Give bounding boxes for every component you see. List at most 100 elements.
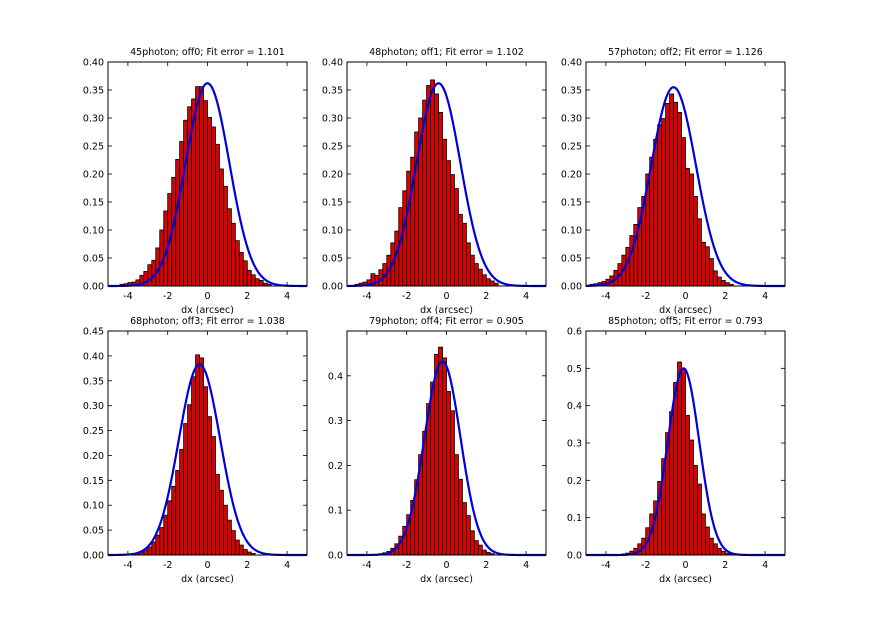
x-tick-label: 4: [762, 291, 768, 302]
histogram-bar: [669, 411, 674, 556]
histogram-bar: [250, 274, 256, 287]
y-tick-label: 0.05: [561, 254, 582, 265]
y-tick-label: 0.10: [322, 226, 343, 237]
x-tick-label: 4: [762, 560, 768, 571]
histogram-bar: [254, 278, 260, 287]
y-tick-label: 0.30: [83, 401, 104, 412]
histogram-bar: [191, 376, 196, 556]
histogram-bar: [183, 423, 188, 556]
histogram-bar: [708, 258, 714, 287]
histogram-bar: [171, 485, 177, 556]
histogram-bar: [211, 436, 216, 556]
subplot-title: 68photon; off3; Fit error = 1.038: [130, 316, 285, 327]
y-tick-label: 0.30: [83, 114, 104, 125]
histogram-bar: [473, 263, 479, 287]
y-tick-label: 0.2: [567, 476, 582, 487]
histogram-bar: [438, 346, 443, 556]
histogram-bar: [219, 489, 224, 556]
y-tick-label: 0.00: [83, 551, 104, 562]
y-tick-label: 0.40: [561, 58, 582, 69]
y-tick-label: 0.25: [83, 142, 104, 153]
histogram-bar: [681, 368, 686, 556]
histogram-bar: [458, 213, 463, 287]
y-tick-label: 0.0: [567, 551, 582, 562]
histogram-bar: [649, 156, 655, 287]
y-tick-label: 0.20: [83, 170, 104, 181]
y-tick-label: 0.2: [328, 461, 343, 472]
x-axis-label: dx (arcsec): [659, 305, 712, 316]
histogram-bar: [481, 549, 487, 556]
y-tick-label: 0.40: [322, 58, 343, 69]
histogram-bar: [402, 190, 408, 287]
y-tick-label: 0.10: [561, 226, 582, 237]
y-tick-label: 0.30: [561, 114, 582, 125]
x-tick-label: 2: [483, 560, 489, 571]
histogram-bar: [657, 124, 663, 287]
histogram-bar: [179, 141, 185, 287]
histogram-bar: [238, 251, 244, 287]
histogram-bar: [697, 483, 702, 556]
histogram-bar: [167, 500, 173, 556]
histogram-bar: [207, 117, 212, 287]
histogram-bar: [223, 504, 228, 556]
gaussian-fit-curve: [108, 82, 307, 288]
histogram-bar: [685, 167, 690, 287]
x-tick-label: 2: [244, 291, 250, 302]
y-tick-label: 0.15: [322, 198, 343, 209]
histogram-bar: [203, 386, 208, 556]
histogram-bar: [661, 118, 666, 287]
subplot-1: 0.00 0.05 0.10 0.15 0.20 0.25 0.30 0.35 0.40 -4 -2…: [322, 47, 547, 316]
x-tick-label: -4: [362, 560, 371, 571]
histogram-bar: [708, 537, 714, 556]
subplot-5: 0.0 0.1 0.2 0.3 0.4 0.5 0.6 -4 -2 0 2 4 85photon; of…: [567, 316, 786, 585]
x-tick-label: 2: [722, 560, 728, 571]
y-tick-label: 0.05: [322, 254, 343, 265]
histogram-bar: [147, 546, 153, 556]
x-axis-label: dx (arcsec): [659, 574, 712, 585]
histogram-bar: [199, 86, 204, 287]
histogram-bar: [187, 404, 192, 556]
y-tick-label: 0.00: [83, 282, 104, 293]
x-tick-label: 0: [204, 560, 210, 571]
histogram-bar: [211, 126, 216, 287]
histogram-bar: [183, 119, 188, 287]
histogram-bar: [163, 514, 169, 556]
histogram-bar: [430, 79, 435, 287]
histogram-bar: [442, 138, 447, 287]
y-tick-label: 0.20: [561, 170, 582, 181]
y-tick-label: 0.15: [561, 198, 582, 209]
histogram-bar: [669, 93, 674, 287]
histogram-bar: [469, 530, 475, 556]
x-tick-label: 0: [443, 291, 449, 302]
subplot-2: 0.00 0.05 0.10 0.15 0.20 0.25 0.30 0.35 0.40 -4 -2…: [561, 47, 786, 316]
y-tick-label: 0.35: [561, 86, 582, 97]
x-tick-label: -2: [163, 291, 172, 302]
histogram-bar: [473, 540, 479, 556]
histogram-bar: [219, 168, 224, 287]
histogram-bar: [693, 195, 698, 287]
histogram-bar: [246, 269, 252, 287]
histogram-bar: [454, 454, 459, 556]
histogram-bar: [450, 410, 455, 556]
histogram-bar: [665, 103, 670, 287]
y-tick-label: 0.35: [83, 376, 104, 387]
x-axis-label: dx (arcsec): [181, 574, 234, 585]
histogram-bar: [242, 260, 248, 287]
y-tick-label: 0.3: [567, 439, 582, 450]
x-tick-label: -2: [163, 560, 172, 571]
histogram-bar: [724, 282, 730, 287]
histogram-bar: [147, 264, 153, 287]
histogram-bar: [697, 218, 702, 287]
y-tick-label: 0.05: [83, 526, 104, 537]
y-tick-label: 0.5: [567, 364, 582, 375]
histogram-bar: [462, 222, 467, 287]
y-tick-label: 0.10: [83, 226, 104, 237]
y-tick-label: 0.6: [567, 327, 582, 338]
histogram-bar: [693, 464, 698, 556]
histogram-bar: [434, 93, 439, 287]
x-tick-label: -4: [362, 291, 371, 302]
histogram-bar: [673, 101, 678, 287]
y-tick-label: 0.25: [83, 426, 104, 437]
x-tick-label: 2: [722, 291, 728, 302]
histogram-bar: [689, 173, 694, 287]
